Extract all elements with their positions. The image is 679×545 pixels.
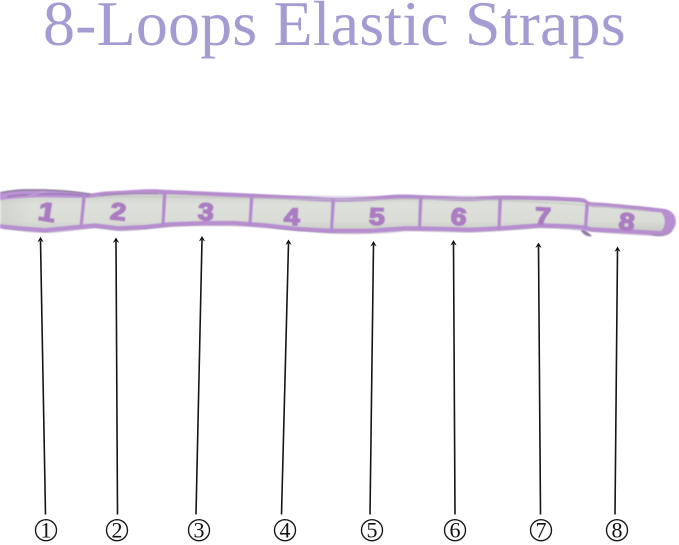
svg-text:8: 8 xyxy=(617,207,636,236)
svg-text:6: 6 xyxy=(449,202,468,231)
svg-text:4: 4 xyxy=(284,203,301,231)
svg-text:5: 5 xyxy=(369,203,386,231)
svg-text:1: 1 xyxy=(36,197,58,229)
svg-text:2: 2 xyxy=(109,197,128,226)
svg-text:4: 4 xyxy=(280,517,291,542)
svg-text:7: 7 xyxy=(536,517,547,542)
svg-text:8: 8 xyxy=(612,517,623,542)
svg-text:2: 2 xyxy=(112,517,123,542)
svg-text:3: 3 xyxy=(197,198,214,226)
svg-text:3: 3 xyxy=(194,517,205,542)
svg-text:6: 6 xyxy=(450,517,461,542)
svg-text:7: 7 xyxy=(534,202,551,230)
svg-text:1: 1 xyxy=(41,517,52,542)
svg-text:5: 5 xyxy=(367,517,378,542)
svg-text:8-Loops Elastic Straps: 8-Loops Elastic Straps xyxy=(43,0,626,59)
